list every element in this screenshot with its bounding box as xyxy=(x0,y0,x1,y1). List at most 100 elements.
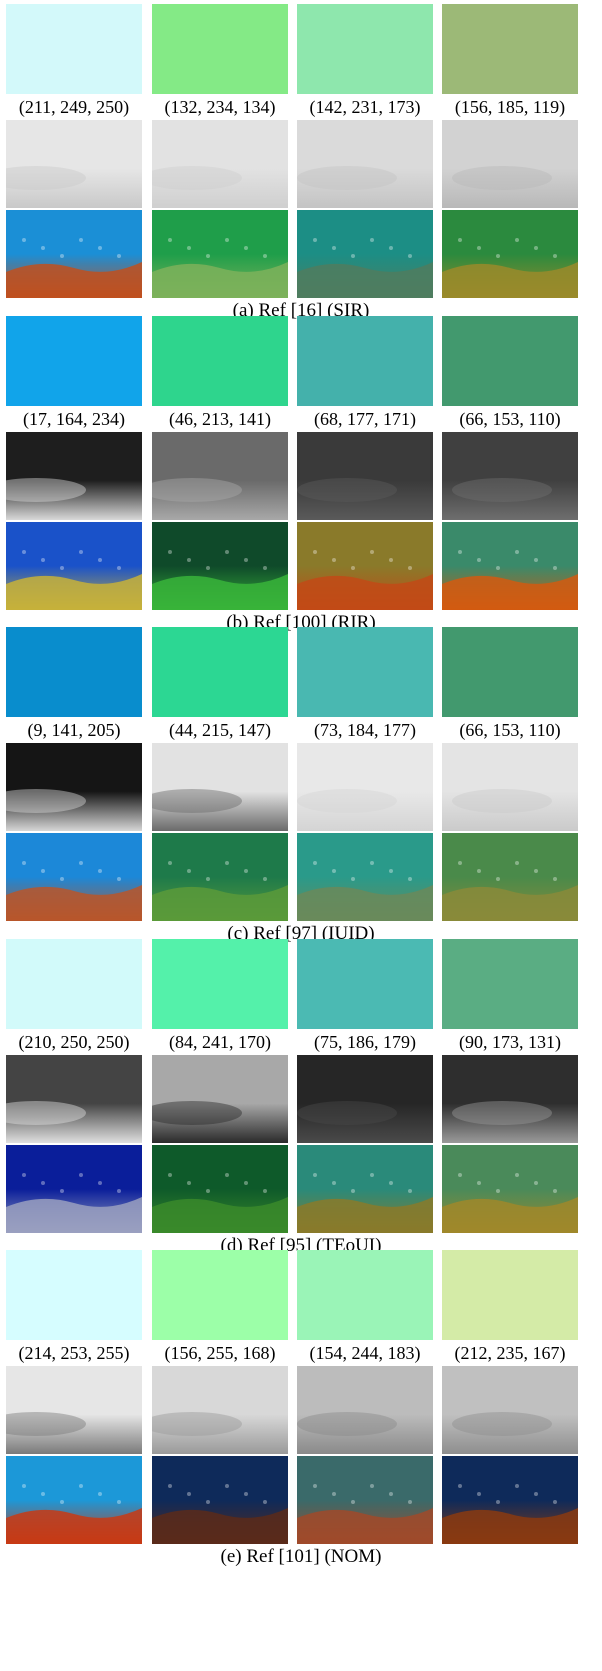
color-swatch xyxy=(6,627,142,717)
figure-cell: (132, 234, 134) xyxy=(152,4,288,300)
color-swatch xyxy=(152,939,288,1029)
color-swatch xyxy=(297,627,433,717)
rgb-label: (44, 215, 147) xyxy=(169,720,271,740)
figure-cell: (214, 253, 255) xyxy=(6,1250,142,1546)
transmission-map-image xyxy=(297,120,433,208)
transmission-map-image xyxy=(152,432,288,520)
underwater-photo xyxy=(297,833,433,921)
color-swatch xyxy=(442,4,578,94)
figure-cell: (212, 235, 167) xyxy=(442,1250,578,1546)
underwater-photo xyxy=(6,833,142,921)
color-swatch xyxy=(442,627,578,717)
rgb-label: (73, 184, 177) xyxy=(314,720,416,740)
figure-cell: (46, 213, 141) xyxy=(152,316,288,612)
figure-cell: (75, 186, 179) xyxy=(297,939,433,1235)
figure-cell: (156, 255, 168) xyxy=(152,1250,288,1546)
color-swatch xyxy=(6,939,142,1029)
rgb-label: (210, 250, 250) xyxy=(18,1032,130,1052)
underwater-photo xyxy=(297,522,433,610)
rgb-label: (212, 235, 167) xyxy=(454,1343,566,1363)
figure-cell: (154, 244, 183) xyxy=(297,1250,433,1546)
color-swatch xyxy=(442,1250,578,1340)
color-swatch xyxy=(297,939,433,1029)
transmission-map-image xyxy=(442,743,578,831)
transmission-map-image xyxy=(6,1055,142,1143)
rgb-label: (17, 164, 234) xyxy=(23,409,125,429)
figure-cell: (66, 153, 110) xyxy=(442,627,578,923)
underwater-photo xyxy=(152,522,288,610)
figure-cell: (44, 215, 147) xyxy=(152,627,288,923)
figure-group-a: (211, 249, 250) (132, 234, 134) (142, 231,… xyxy=(0,4,602,324)
figure-cell: (73, 184, 177) xyxy=(297,627,433,923)
color-swatch xyxy=(152,627,288,717)
underwater-photo xyxy=(297,1456,433,1544)
underwater-photo xyxy=(152,833,288,921)
transmission-map-image xyxy=(6,743,142,831)
color-swatch xyxy=(6,316,142,406)
underwater-photo xyxy=(6,210,142,298)
figure-cell: (210, 250, 250) xyxy=(6,939,142,1235)
figure-group-b: (17, 164, 234) (46, 213, 141) (68, 177, 17… xyxy=(0,316,602,636)
underwater-photo xyxy=(6,522,142,610)
color-swatch xyxy=(152,1250,288,1340)
figure-cell: (90, 173, 131) xyxy=(442,939,578,1235)
rgb-label: (90, 173, 131) xyxy=(459,1032,561,1052)
transmission-map-image xyxy=(6,1366,142,1454)
underwater-photo xyxy=(442,833,578,921)
transmission-map-image xyxy=(297,432,433,520)
rgb-label: (75, 186, 179) xyxy=(314,1032,416,1052)
rgb-label: (211, 249, 250) xyxy=(18,97,130,117)
figure-caption: (e) Ref [101] (NOM) xyxy=(220,1546,382,1567)
figure-cell: (68, 177, 171) xyxy=(297,316,433,612)
transmission-map-image xyxy=(6,120,142,208)
figure-caption: (c) Ref [97] (IUID) xyxy=(227,923,375,944)
color-swatch xyxy=(152,316,288,406)
underwater-photo xyxy=(152,1145,288,1233)
rgb-label: (9, 141, 205) xyxy=(27,720,121,740)
figure-group-c: (9, 141, 205) (44, 215, 147) (73, 184, 177… xyxy=(0,627,602,947)
color-swatch xyxy=(6,1250,142,1340)
rgb-label: (66, 153, 110) xyxy=(459,720,561,740)
transmission-map-image xyxy=(297,743,433,831)
figure-cell: (17, 164, 234) xyxy=(6,316,142,612)
color-swatch xyxy=(297,4,433,94)
transmission-map-image xyxy=(6,432,142,520)
transmission-map-image xyxy=(442,1366,578,1454)
color-swatch xyxy=(6,4,142,94)
rgb-label: (154, 244, 183) xyxy=(309,1343,421,1363)
figure-cell: (211, 249, 250) xyxy=(6,4,142,300)
transmission-map-image xyxy=(442,1055,578,1143)
color-swatch xyxy=(297,1250,433,1340)
rgb-label: (66, 153, 110) xyxy=(459,409,561,429)
figure-cell: (156, 185, 119) xyxy=(442,4,578,300)
rgb-label: (156, 255, 168) xyxy=(164,1343,276,1363)
transmission-map-image xyxy=(442,120,578,208)
rgb-label: (46, 213, 141) xyxy=(169,409,271,429)
underwater-photo xyxy=(442,522,578,610)
rgb-label: (84, 241, 170) xyxy=(169,1032,271,1052)
underwater-photo xyxy=(442,210,578,298)
underwater-photo xyxy=(6,1456,142,1544)
color-swatch xyxy=(442,316,578,406)
rgb-label: (132, 234, 134) xyxy=(164,97,276,117)
rgb-label: (68, 177, 171) xyxy=(314,409,416,429)
color-swatch xyxy=(152,4,288,94)
figure-cell: (84, 241, 170) xyxy=(152,939,288,1235)
color-swatch xyxy=(442,939,578,1029)
transmission-map-image xyxy=(442,432,578,520)
rgb-label: (214, 253, 255) xyxy=(18,1343,130,1363)
transmission-map-image xyxy=(152,1366,288,1454)
figure-cell: (66, 153, 110) xyxy=(442,316,578,612)
figure-cell: (9, 141, 205) xyxy=(6,627,142,923)
color-swatch xyxy=(297,316,433,406)
figure-group-e: (214, 253, 255) (156, 255, 168) (154, 244,… xyxy=(0,1250,602,1570)
transmission-map-image xyxy=(152,1055,288,1143)
underwater-photo xyxy=(6,1145,142,1233)
figure-cell: (142, 231, 173) xyxy=(297,4,433,300)
figure-group-d: (210, 250, 250) (84, 241, 170) (75, 186, 1… xyxy=(0,939,602,1259)
transmission-map-image xyxy=(152,743,288,831)
rgb-label: (142, 231, 173) xyxy=(309,97,421,117)
transmission-map-image xyxy=(297,1055,433,1143)
figure-caption: (a) Ref [16] (SIR) xyxy=(232,300,370,321)
